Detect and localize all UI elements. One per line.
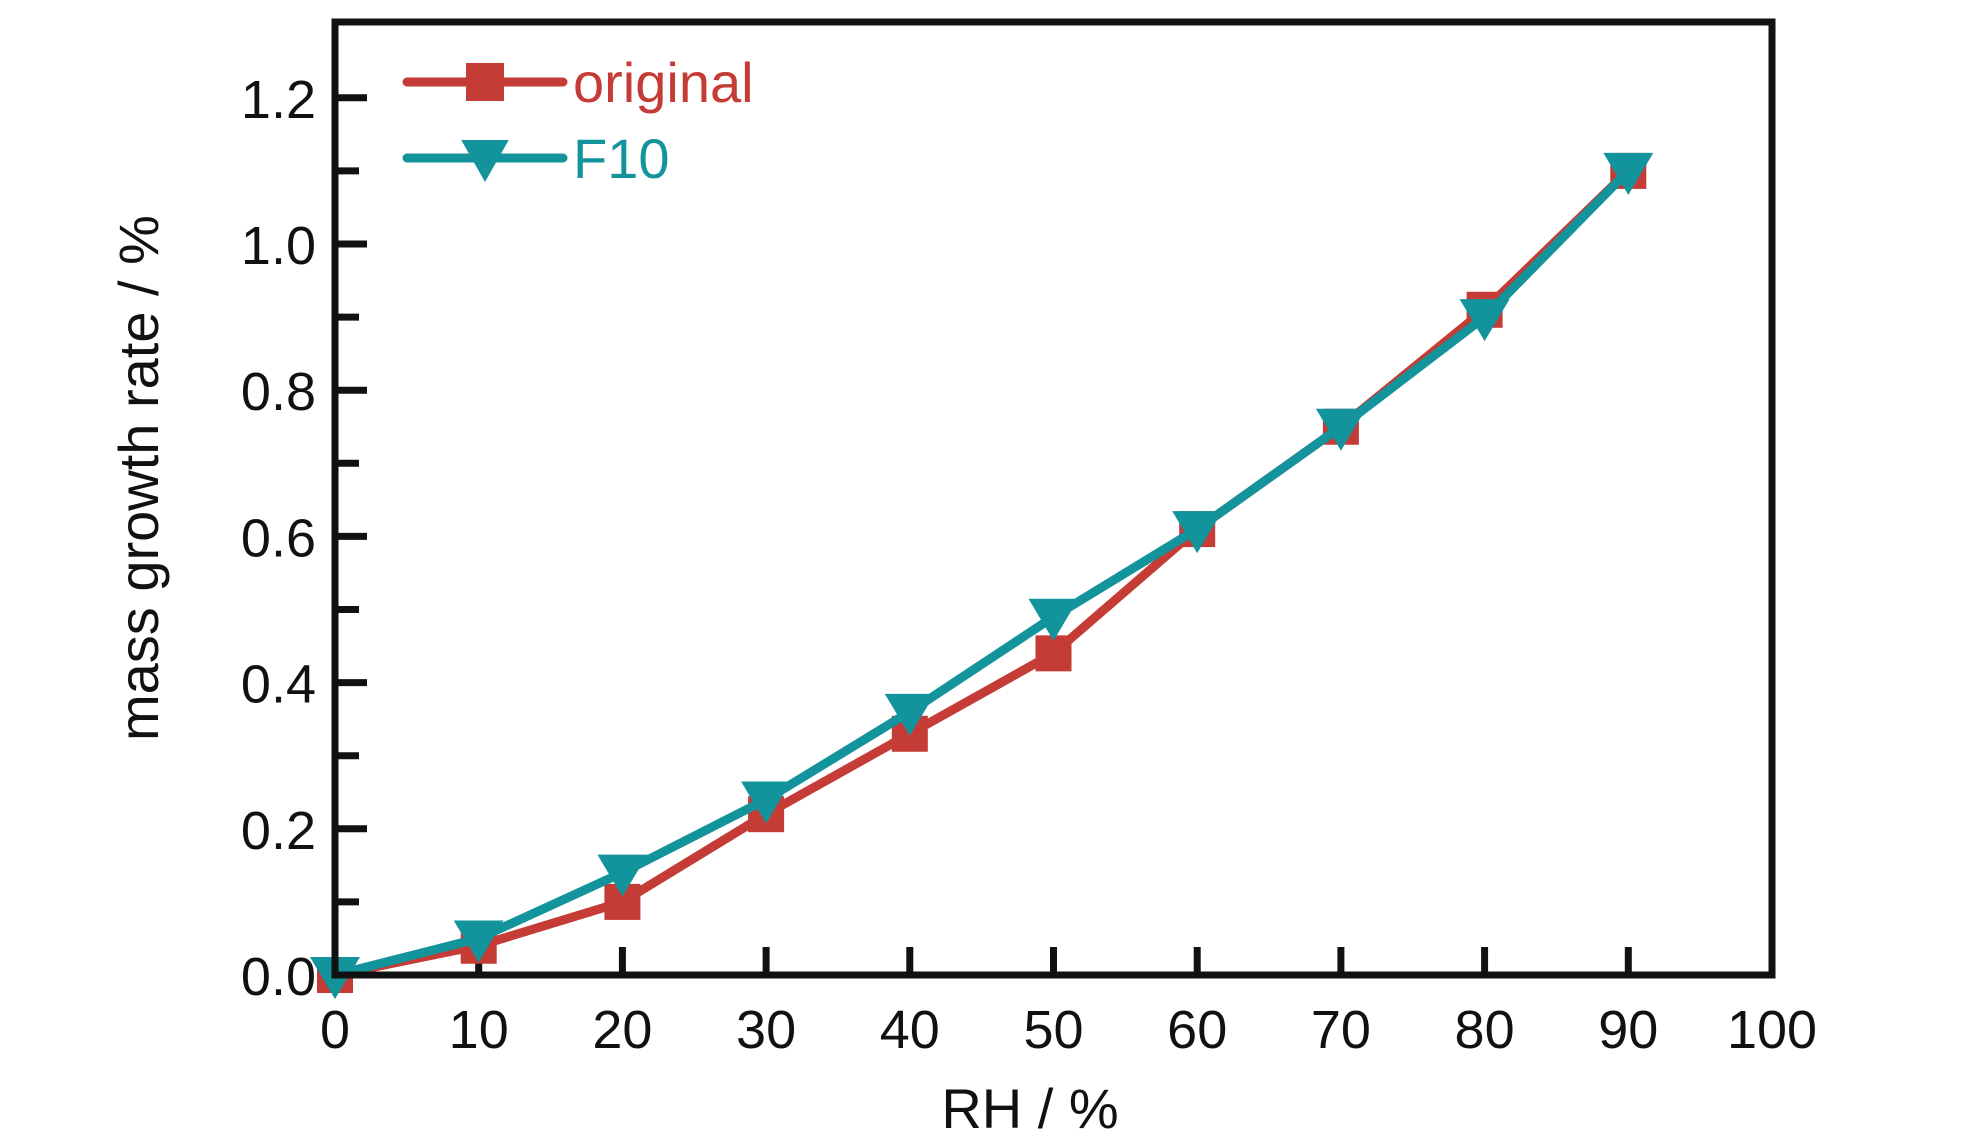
x-tick-label: 80 — [1455, 1000, 1515, 1060]
y-tick-label: 0.8 — [241, 362, 316, 422]
data-point-F10 — [1603, 152, 1654, 195]
x-tick-label: 50 — [1023, 1000, 1083, 1060]
legend: original F10 — [402, 51, 754, 190]
x-tick-label: 20 — [592, 1000, 652, 1060]
legend-marker — [466, 63, 504, 101]
legend-marker — [461, 140, 509, 182]
data-point-F10 — [453, 920, 504, 963]
x-tick-label: 30 — [736, 1000, 796, 1060]
x-axis-title: RH / % — [941, 1077, 1118, 1134]
y-axis-title: mass growth rate / % — [107, 215, 170, 741]
x-tick-label: 60 — [1167, 1000, 1227, 1060]
legend-label: original — [573, 51, 754, 114]
y-tick-label: 0.6 — [241, 508, 316, 568]
data-point-F10 — [1459, 299, 1510, 342]
y-tick-label: 0.0 — [241, 947, 316, 1007]
x-tick-label: 40 — [880, 1000, 940, 1060]
y-tick-label: 0.4 — [241, 655, 316, 715]
plot-frame — [331, 18, 1776, 979]
data-point-F10 — [1172, 511, 1223, 554]
x-tick-label: 90 — [1598, 1000, 1658, 1060]
y-tick-label: 1.2 — [241, 70, 316, 130]
x-tick-label: 10 — [449, 1000, 509, 1060]
series-layer — [310, 152, 1654, 999]
legend-item-original: original — [402, 51, 754, 114]
series-F10 — [310, 152, 1654, 999]
y-tick-label: 1.0 — [241, 216, 316, 276]
legend-item-F10: F10 — [402, 127, 670, 190]
ticks-layer — [335, 94, 1632, 975]
data-point-F10 — [1315, 408, 1366, 451]
data-point-F10 — [1028, 598, 1079, 641]
data-point-F10 — [597, 854, 648, 897]
y-tick-label: 0.2 — [241, 801, 316, 861]
data-point-original — [1035, 635, 1072, 672]
series-original — [317, 152, 1647, 993]
x-tick-label: 100 — [1727, 1000, 1817, 1060]
legend-label: F10 — [573, 127, 670, 190]
tick-labels-layer: 0 10 20 30 40 50 60 70 80 90 100 0.0 0.2 0.4 0.6 0.8 1.0… — [241, 70, 1817, 1060]
x-tick-label: 0 — [320, 1000, 350, 1060]
data-point-F10 — [741, 781, 792, 824]
data-point-F10 — [884, 693, 935, 736]
series-line-original — [330, 166, 1633, 980]
series-line-F10 — [330, 166, 1633, 980]
x-tick-label: 70 — [1311, 1000, 1371, 1060]
